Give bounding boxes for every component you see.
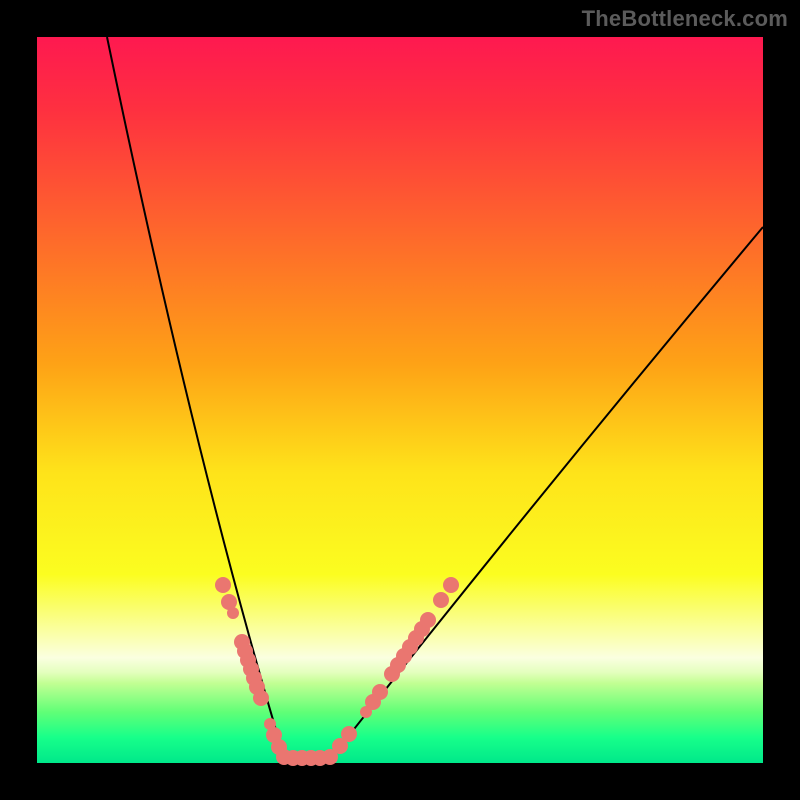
marker-point — [253, 690, 269, 706]
watermark-text: TheBottleneck.com — [582, 6, 788, 32]
chart-overlay — [37, 37, 763, 763]
marker-point — [372, 684, 388, 700]
markers — [215, 577, 459, 766]
marker-point — [443, 577, 459, 593]
marker-point — [341, 726, 357, 742]
chart-container: { "meta": { "width_px": 800, "height_px"… — [0, 0, 800, 800]
marker-point — [227, 607, 239, 619]
v-curve — [107, 37, 763, 759]
marker-point — [215, 577, 231, 593]
plot-area — [37, 37, 763, 763]
left-curve — [107, 37, 284, 757]
marker-point — [420, 612, 436, 628]
marker-point — [433, 592, 449, 608]
